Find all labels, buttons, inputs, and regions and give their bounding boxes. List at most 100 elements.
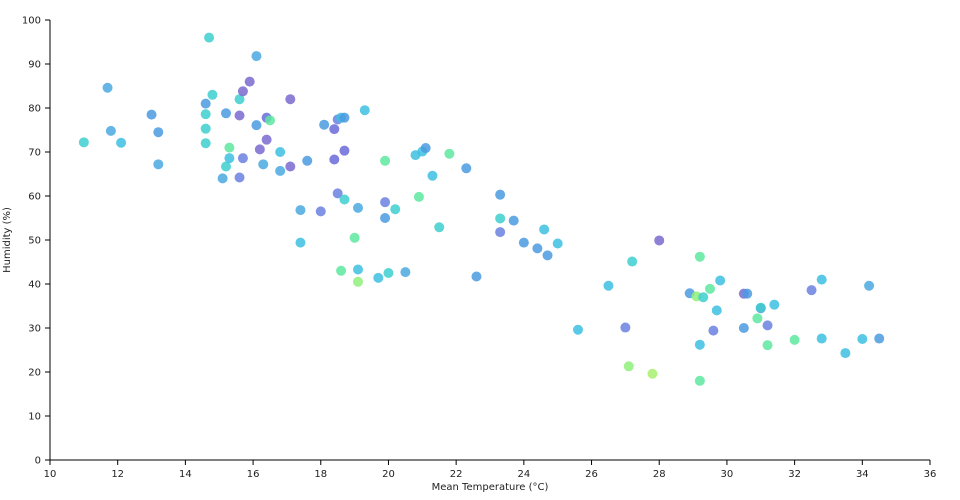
data-point [200, 138, 211, 149]
data-point [694, 375, 705, 386]
data-point [254, 144, 265, 155]
data-point [329, 154, 340, 165]
data-point [532, 243, 543, 254]
data-point [552, 238, 563, 249]
data-point [427, 170, 438, 181]
x-tick-label: 22 [450, 469, 463, 480]
data-point [413, 191, 424, 202]
y-tick-label: 90 [28, 60, 41, 71]
data-point [762, 340, 773, 351]
data-point [380, 213, 391, 223]
y-tick-label: 50 [28, 236, 41, 247]
data-point [508, 215, 519, 226]
y-tick-label: 80 [28, 104, 41, 115]
data-point [237, 86, 248, 97]
data-point [200, 98, 211, 109]
data-point [302, 155, 313, 166]
data-point [353, 202, 363, 213]
data-point [258, 159, 269, 170]
data-point [383, 268, 394, 278]
data-point [237, 153, 248, 164]
data-point [461, 163, 472, 174]
data-point [816, 333, 827, 344]
x-tick-label: 16 [247, 469, 260, 480]
data-point [715, 275, 726, 286]
data-point [153, 159, 164, 170]
x-tick-label: 32 [788, 469, 801, 480]
data-point [105, 125, 116, 136]
y-tick-label: 70 [28, 148, 41, 159]
data-point [319, 119, 330, 130]
data-point [285, 161, 296, 172]
data-point [315, 206, 326, 217]
y-tick-label: 20 [28, 368, 41, 379]
data-point [153, 127, 164, 138]
x-tick-label: 26 [585, 469, 598, 480]
data-point [116, 137, 127, 148]
data-point [840, 348, 851, 359]
data-point [694, 251, 705, 262]
data-point [755, 302, 766, 313]
data-point [251, 120, 262, 131]
data-point [224, 153, 235, 164]
data-point [769, 299, 780, 310]
data-point [353, 276, 363, 287]
data-point [816, 274, 827, 285]
data-point [400, 267, 411, 278]
data-point [102, 82, 113, 93]
data-point [200, 109, 211, 120]
data-point [539, 224, 550, 235]
data-point [762, 320, 773, 331]
points-layer [78, 32, 885, 386]
x-tick-label: 14 [179, 469, 192, 480]
data-point [261, 134, 272, 145]
data-point [874, 333, 885, 344]
data-point [353, 264, 363, 275]
data-point [380, 155, 391, 166]
data-point [78, 137, 89, 148]
data-point [224, 142, 235, 153]
data-point [339, 145, 350, 156]
data-point [705, 283, 715, 294]
data-point [332, 188, 343, 199]
data-point [742, 288, 753, 299]
data-point [789, 334, 800, 345]
y-tick-label: 10 [28, 412, 41, 423]
y-tick-label: 40 [28, 280, 41, 291]
data-point [711, 305, 722, 316]
data-point [234, 172, 245, 183]
data-point [752, 313, 763, 324]
data-point [573, 324, 583, 335]
data-point [857, 334, 868, 344]
data-point [380, 197, 391, 208]
data-point [339, 194, 350, 205]
data-point [390, 204, 401, 215]
data-point [694, 339, 705, 350]
data-point [207, 89, 218, 100]
data-point [329, 124, 340, 135]
data-point [234, 94, 245, 105]
data-point [244, 76, 255, 87]
data-point [623, 361, 634, 372]
data-point [234, 110, 245, 121]
data-point [806, 285, 817, 296]
x-tick-label: 28 [653, 469, 666, 480]
data-point [359, 105, 370, 116]
x-axis-title: Mean Temperature (°C) [432, 482, 549, 493]
data-point [542, 250, 553, 261]
data-point [204, 32, 215, 43]
data-point [495, 213, 506, 224]
data-point [295, 205, 306, 216]
x-tick-label: 34 [856, 469, 869, 480]
data-point [349, 232, 360, 243]
data-point [627, 256, 638, 267]
data-point [495, 227, 506, 238]
x-tick-label: 36 [924, 469, 937, 480]
y-tick-label: 60 [28, 192, 41, 203]
y-tick-label: 0 [35, 456, 41, 467]
data-point [217, 173, 228, 184]
data-point [603, 280, 614, 291]
data-point [738, 323, 749, 333]
data-point [518, 237, 529, 248]
x-tick-label: 24 [517, 469, 530, 480]
